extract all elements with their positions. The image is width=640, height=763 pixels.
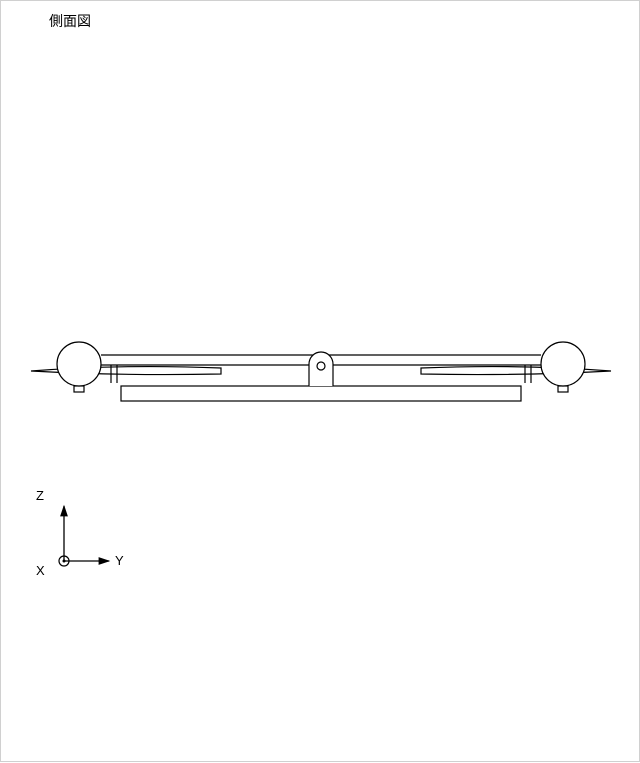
drawing-canvas: 側面図 Z Y X — [0, 0, 640, 762]
side-view-diagram — [1, 1, 640, 763]
axis-label-z: Z — [36, 488, 44, 503]
axis-label-y: Y — [115, 553, 124, 568]
axis-label-x: X — [36, 563, 45, 578]
